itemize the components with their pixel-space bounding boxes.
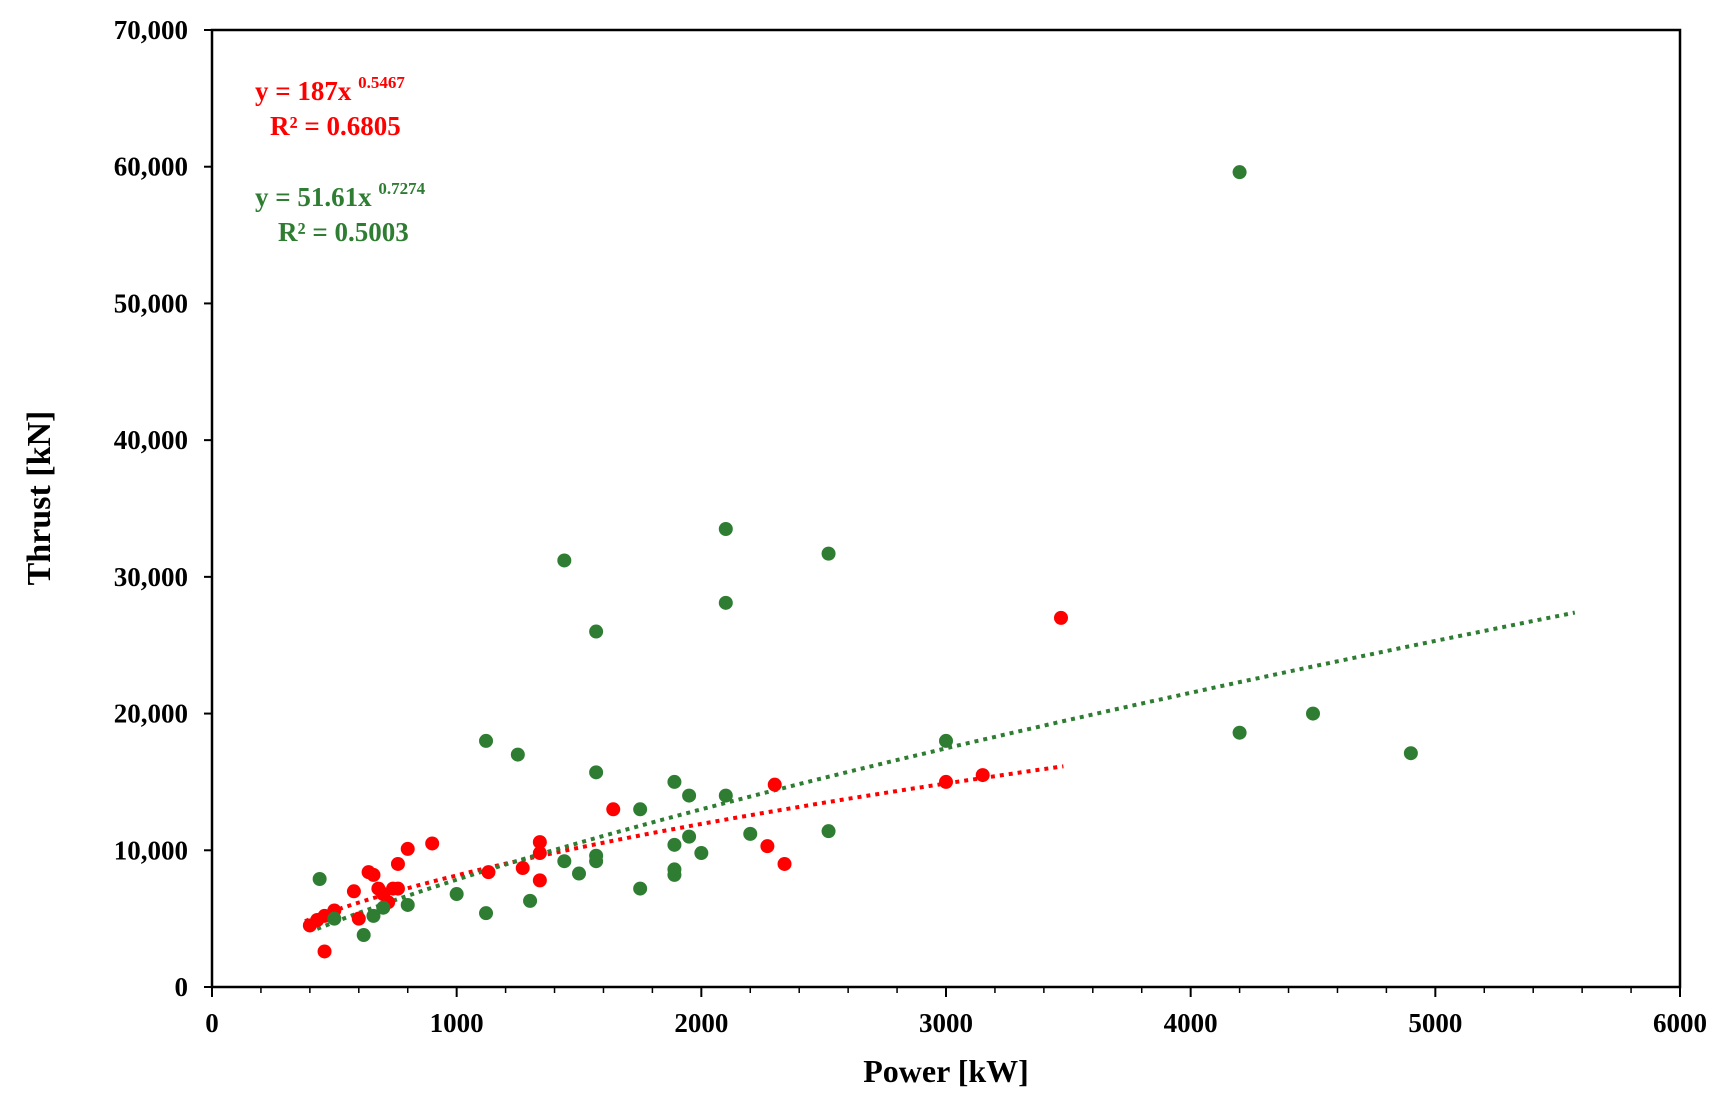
green-data-point (682, 788, 697, 803)
red-data-point (777, 856, 792, 871)
green-data-point (682, 829, 697, 844)
x-tick-label: 4000 (1164, 1008, 1218, 1038)
y-axis-label: Thrust [kN] (21, 411, 58, 586)
plot-area (210, 28, 1682, 989)
red-data-point (606, 802, 621, 817)
x-tick-label: 1000 (430, 1008, 484, 1038)
green-data-point (1232, 165, 1247, 180)
green-data-point (1403, 746, 1418, 761)
y-tick-label: 20,000 (114, 699, 188, 729)
green-data-point (523, 893, 538, 908)
red-data-point (515, 861, 530, 876)
green-data-point (1232, 725, 1247, 740)
red-data-point (767, 777, 782, 792)
red-data-point (939, 774, 953, 789)
green-equation-annotation: y = 51.61x 0.7274 (255, 179, 426, 212)
red-equation-annotation: y = 187x 0.5467 (255, 73, 405, 106)
red-equation-text: y = 187x (255, 76, 352, 106)
green-data-point (939, 733, 953, 748)
green-data-point (479, 733, 494, 748)
green-data-point (479, 906, 494, 921)
red-data-point (400, 841, 415, 856)
green-data-point (327, 911, 342, 926)
red-data-point (351, 911, 366, 926)
red-data-point (532, 846, 547, 861)
green-data-point (718, 788, 733, 803)
x-axis: 0 1000 2000 3000 4000 5000 6000 (205, 987, 1707, 1038)
x-axis-label: Power [kW] (863, 1053, 1029, 1089)
y-tick-label: 0 (175, 972, 189, 1002)
y-tick-label: 40,000 (114, 425, 188, 455)
red-data-point (532, 835, 547, 850)
green-data-point (821, 546, 836, 561)
x-tick-label: 6000 (1653, 1008, 1707, 1038)
y-tick-label: 30,000 (114, 562, 188, 592)
green-data-point (589, 854, 604, 869)
green-data-point (312, 871, 327, 886)
green-data-point (376, 900, 391, 915)
red-data-point (532, 873, 547, 888)
green-data-point (572, 866, 586, 881)
green-data-point (557, 553, 572, 568)
y-tick-label: 60,000 (114, 152, 188, 182)
green-equation-exponent: 0.7274 (378, 179, 425, 198)
red-r-squared: R² = 0.6805 (270, 111, 401, 141)
y-tick-label: 10,000 (114, 835, 188, 865)
data-points (302, 165, 1418, 959)
red-data-point (760, 839, 775, 854)
x-tick-label: 5000 (1408, 1008, 1462, 1038)
red-data-point (346, 884, 361, 899)
red-equation-exponent: 0.5467 (358, 73, 405, 92)
green-data-point (718, 595, 733, 610)
y-tick-label: 70,000 (114, 15, 188, 45)
red-data-point (390, 856, 405, 871)
green-data-point (356, 928, 371, 943)
red-data-point (366, 867, 381, 882)
y-axis: 0 10,000 20,000 30,000 40,000 50,000 60,000 70,… (114, 15, 212, 1002)
green-data-point (589, 624, 604, 639)
x-tick-label: 3000 (919, 1008, 973, 1038)
green-data-point (510, 747, 525, 762)
red-data-point (1053, 610, 1068, 625)
green-data-point (1306, 706, 1320, 721)
red-data-point (317, 944, 332, 959)
green-data-point (557, 854, 572, 869)
green-data-point (718, 522, 733, 537)
green-data-point (667, 837, 682, 852)
green-data-point (366, 908, 381, 923)
green-data-point (821, 824, 836, 839)
red-data-point (481, 865, 496, 880)
green-data-point (667, 774, 682, 789)
y-tick-label: 50,000 (114, 288, 188, 318)
green-r-squared: R² = 0.5003 (278, 217, 409, 247)
x-tick-label: 2000 (674, 1008, 728, 1038)
green-equation-text: y = 51.61x (255, 182, 372, 212)
red-data-point (975, 768, 990, 783)
green-data-point (633, 881, 648, 896)
green-data-point (667, 862, 682, 877)
red-data-point (425, 836, 440, 851)
green-data-point (743, 826, 758, 841)
green-data-point (589, 765, 604, 780)
x-tick-label: 0 (205, 1008, 219, 1038)
green-data-point (694, 846, 709, 861)
green-data-point (400, 897, 415, 912)
green-data-point (633, 802, 648, 817)
green-data-point (449, 887, 464, 902)
red-data-point (390, 881, 405, 896)
